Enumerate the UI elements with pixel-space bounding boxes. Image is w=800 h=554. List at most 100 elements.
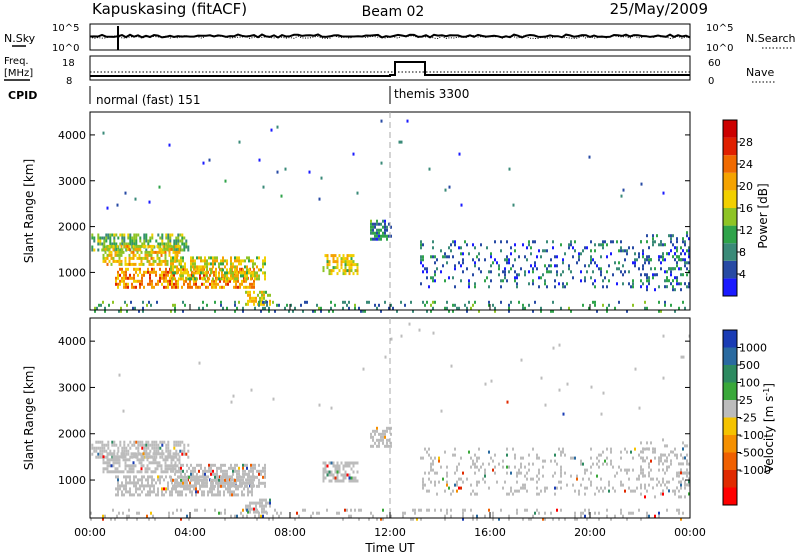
heatmap-cell bbox=[378, 228, 380, 232]
heatmap-cell bbox=[562, 270, 564, 274]
velocity-cbar-swatch bbox=[723, 382, 737, 400]
heatmap-cell bbox=[604, 486, 606, 490]
heatmap-cell bbox=[212, 259, 214, 263]
heatmap-cell bbox=[602, 462, 604, 466]
heatmap-cell bbox=[494, 465, 496, 469]
heatmap-cell bbox=[376, 426, 378, 430]
heatmap-cell bbox=[128, 244, 131, 248]
heatmap-cell bbox=[590, 276, 592, 280]
power-cbar-tick-label: 20 bbox=[739, 180, 753, 193]
heatmap-cell bbox=[133, 239, 136, 243]
heatmap-cell bbox=[240, 481, 242, 485]
heatmap-cell bbox=[346, 263, 349, 267]
heatmap-cell bbox=[590, 456, 592, 460]
velocity-cbar-swatch bbox=[723, 435, 737, 453]
heatmap-cell bbox=[183, 248, 186, 252]
heatmap-cell bbox=[374, 303, 376, 307]
heatmap-cell bbox=[618, 300, 620, 304]
heatmap-cell bbox=[142, 455, 145, 459]
heatmap-cell bbox=[458, 246, 460, 250]
heatmap-cell bbox=[458, 152, 461, 156]
heatmap-cell bbox=[462, 480, 464, 484]
heatmap-cell bbox=[672, 285, 674, 289]
heatmap-cell bbox=[177, 233, 180, 237]
heatmap-cell bbox=[249, 475, 251, 479]
heatmap-cell bbox=[115, 279, 117, 283]
heatmap-cell bbox=[590, 255, 592, 259]
heatmap-cell bbox=[562, 450, 564, 454]
heatmap-cell bbox=[111, 233, 114, 237]
heatmap-cell bbox=[338, 511, 340, 515]
heatmap-cell bbox=[410, 300, 412, 304]
heatmap-cell bbox=[590, 261, 592, 265]
heatmap-cell bbox=[220, 300, 222, 304]
heatmap-cell bbox=[107, 236, 110, 240]
heatmap-cell bbox=[253, 267, 255, 271]
heatmap-cell bbox=[684, 282, 686, 286]
heatmap-cell bbox=[125, 282, 127, 286]
heatmap-cell bbox=[622, 264, 624, 268]
heatmap-cell bbox=[342, 269, 345, 273]
heatmap-cell bbox=[122, 409, 125, 413]
heatmap-cell bbox=[442, 255, 444, 259]
heatmap-cell bbox=[228, 271, 230, 275]
heatmap-cell bbox=[198, 469, 200, 473]
heatmap-cell bbox=[348, 300, 350, 304]
heatmap-cell bbox=[171, 493, 173, 497]
heatmap-cell bbox=[251, 507, 253, 511]
heatmap-cell bbox=[388, 222, 390, 226]
heatmap-cell bbox=[150, 303, 152, 307]
heatmap-cell bbox=[558, 480, 560, 484]
heatmap-cell bbox=[111, 440, 114, 444]
heatmap-cell bbox=[139, 440, 142, 444]
heatmap-cell bbox=[170, 464, 173, 468]
heatmap-cell bbox=[532, 270, 534, 274]
heatmap-cell bbox=[472, 514, 474, 518]
heatmap-cell bbox=[438, 480, 440, 484]
heatmap-cell bbox=[162, 250, 165, 254]
heatmap-cell bbox=[232, 481, 234, 485]
heatmap-cell bbox=[662, 468, 664, 472]
heatmap-cell bbox=[99, 446, 102, 450]
heatmap-cell bbox=[201, 493, 203, 497]
heatmap-cell bbox=[190, 463, 192, 467]
heatmap-cell bbox=[103, 236, 106, 240]
heatmap-cell bbox=[642, 459, 644, 463]
heatmap-cell bbox=[324, 464, 327, 468]
heatmap-cell bbox=[532, 267, 534, 271]
heatmap-cell bbox=[139, 484, 141, 488]
heatmap-cell bbox=[574, 514, 576, 518]
heatmap-cell bbox=[235, 493, 237, 497]
heatmap-cell bbox=[666, 468, 668, 472]
heatmap-cell bbox=[478, 309, 480, 313]
heatmap-cell bbox=[296, 511, 298, 515]
heatmap-cell bbox=[342, 476, 345, 480]
heatmap-cell bbox=[163, 248, 166, 252]
heatmap-cell bbox=[261, 507, 263, 511]
heatmap-cell bbox=[372, 435, 374, 439]
heatmap-cell bbox=[518, 273, 520, 277]
heatmap-cell bbox=[189, 273, 191, 277]
heatmap-cell bbox=[630, 511, 632, 515]
heatmap-cell bbox=[238, 472, 240, 476]
heatmap-cell bbox=[344, 461, 347, 465]
heatmap-cell bbox=[159, 236, 162, 240]
heatmap-cell bbox=[336, 257, 339, 261]
heatmap-cell bbox=[236, 277, 238, 281]
heatmap-cell bbox=[458, 486, 460, 490]
heatmap-cell bbox=[212, 478, 214, 482]
heatmap-cell bbox=[227, 487, 229, 491]
heatmap-cell bbox=[119, 443, 122, 447]
heatmap-cell bbox=[474, 471, 476, 475]
heatmap-cell bbox=[112, 247, 115, 251]
xtick-label: 08:00 bbox=[274, 526, 306, 539]
heatmap-cell bbox=[172, 259, 174, 263]
heatmap-cell bbox=[256, 475, 258, 479]
heatmap-cell bbox=[666, 486, 668, 490]
heatmap-cell bbox=[620, 249, 622, 253]
heatmap-cell bbox=[264, 463, 266, 467]
heatmap-cell bbox=[117, 487, 119, 491]
heatmap-cell bbox=[123, 493, 125, 497]
heatmap-cell bbox=[152, 458, 155, 462]
heatmap-cell bbox=[165, 267, 167, 271]
